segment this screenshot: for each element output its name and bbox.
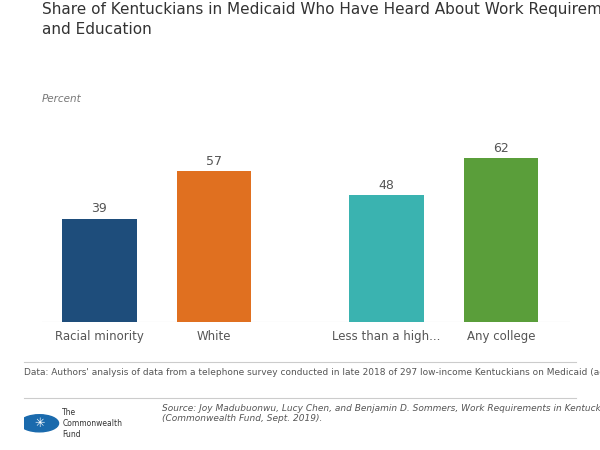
- Bar: [62, 219, 137, 322]
- Text: Source: Joy Madubuonwu, Lucy Chen, and Benjamin D. Sommers, Work Requirements in: Source: Joy Madubuonwu, Lucy Chen, and B…: [162, 404, 600, 423]
- Text: Fund: Fund: [62, 430, 81, 439]
- Text: Data: Authors' analysis of data from a telephone survey conducted in late 2018 o: Data: Authors' analysis of data from a t…: [24, 368, 600, 377]
- Text: 39: 39: [92, 202, 107, 216]
- Bar: [177, 171, 251, 322]
- Circle shape: [20, 415, 59, 432]
- Text: The: The: [62, 408, 77, 417]
- Text: 62: 62: [493, 142, 509, 155]
- Text: Share of Kentuckians in Medicaid Who Have Heard About Work Requirements, by Race: Share of Kentuckians in Medicaid Who Hav…: [42, 2, 600, 37]
- Bar: [464, 158, 538, 322]
- Text: 48: 48: [379, 179, 394, 192]
- Text: 57: 57: [206, 155, 222, 168]
- Text: Percent: Percent: [42, 94, 82, 104]
- Text: Commonwealth: Commonwealth: [62, 419, 122, 428]
- Bar: [349, 195, 424, 322]
- Text: ✳: ✳: [34, 417, 44, 430]
